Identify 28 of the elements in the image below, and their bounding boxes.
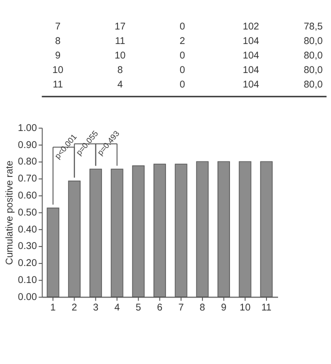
y-tick-label: 0.90 — [18, 140, 38, 151]
y-tick-label: 0.50 — [18, 207, 38, 218]
x-tick-label: 6 — [157, 302, 162, 314]
x-tick-label: 2 — [72, 302, 78, 314]
text: 9 10 0 104 80,0 — [55, 50, 323, 62]
text: 10 8 0 104 80,0 — [52, 65, 323, 76]
y-tick-label: 0.10 — [18, 275, 38, 286]
y-tick-label: 0.40 — [18, 224, 38, 236]
x-tick-label: 7 — [178, 302, 184, 314]
text: 8 11 2 104 80,0 — [55, 36, 323, 48]
x-tick-label: 11 — [261, 302, 272, 314]
x-tick-label: 4 — [114, 302, 120, 314]
y-tick-label: 1.00 — [18, 122, 38, 134]
x-tick-label: 3 — [92, 302, 98, 314]
y-tick-label: 0.70 — [18, 174, 38, 185]
x-tick-label: 8 — [200, 302, 206, 314]
y-tick-label: 0.60 — [18, 190, 38, 202]
x-tick-label: 10 — [240, 302, 252, 314]
y-tick-label: 0.30 — [18, 241, 38, 252]
y-tick-label: 0.80 — [18, 156, 38, 168]
y-axis-title: Cumulative positive rate — [4, 160, 16, 265]
text: 11 4 0 104 80,0 — [52, 80, 323, 91]
y-tick-label: 0.20 — [18, 258, 38, 270]
y-tick-label: 0.00 — [18, 292, 38, 303]
text: 7 17 0 102 78,5 — [55, 22, 323, 33]
x-tick-label: 9 — [221, 302, 226, 314]
x-tick-label: 1 — [50, 302, 56, 314]
x-tick-label: 5 — [136, 302, 142, 314]
